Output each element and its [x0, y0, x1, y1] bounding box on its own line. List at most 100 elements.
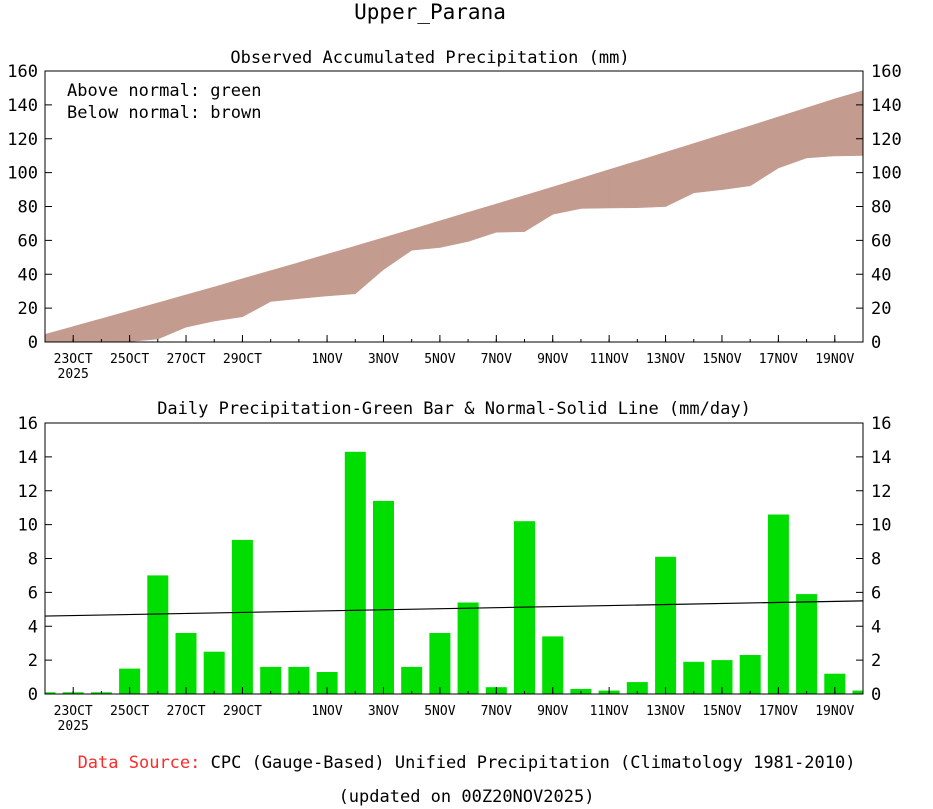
accum-ytick-label-right: 20	[871, 299, 891, 319]
daily-ytick-label-left: 0	[28, 685, 38, 705]
daily-ytick-label-left: 2	[28, 651, 38, 671]
daily-ytick-label-left: 16	[18, 414, 38, 434]
daily-xtick-label: 9NOV	[537, 704, 568, 719]
daily-bar	[373, 500, 394, 694]
daily-ytick-label-right: 16	[871, 414, 891, 434]
daily-bar	[119, 668, 141, 694]
daily-bar	[655, 556, 677, 694]
below-normal-segment	[383, 228, 413, 271]
daily-bar	[683, 661, 705, 694]
daily-xtick-label: 7NOV	[481, 704, 512, 719]
daily-xtick-label: 27OCT	[166, 704, 205, 719]
accum-chart: Observed Accumulated Precipitation (mm) …	[7, 48, 901, 382]
daily-xtick-label: 15NOV	[702, 704, 741, 719]
daily-ytick-label-right: 14	[871, 448, 891, 468]
daily-xtick-label: 19NOV	[815, 704, 854, 719]
below-normal-segment	[326, 245, 356, 297]
below-normal-segment	[665, 143, 695, 207]
daily-bar	[231, 539, 253, 694]
data-source-label: Data Source:	[77, 753, 201, 773]
data-source-text: CPC (Gauge-Based) Unified Precipitation …	[210, 753, 856, 773]
below-normal-segment	[778, 107, 807, 169]
below-normal-segment	[101, 310, 130, 343]
page-title: Upper_Parana	[354, 0, 506, 24]
below-normal-segment	[524, 186, 554, 233]
daily-year-label: 2025	[58, 719, 89, 734]
below-normal-segment	[552, 177, 582, 215]
accum-ytick-label-left: 40	[18, 265, 38, 285]
daily-bar	[344, 451, 366, 694]
below-normal-segment	[495, 195, 525, 233]
accum-title: Observed Accumulated Precipitation (mm)	[230, 48, 629, 68]
below-normal-segment	[608, 160, 638, 209]
accum-ytick-label-left: 20	[18, 299, 38, 319]
daily-bar	[316, 672, 338, 694]
below-normal-segment	[721, 125, 751, 190]
daily-ytick-label-left: 10	[18, 516, 38, 536]
accum-xtick-label: 19NOV	[815, 352, 854, 367]
daily-bar	[203, 651, 225, 694]
below-normal-segment	[467, 203, 497, 242]
below-normal-segment	[270, 262, 300, 302]
below-normal-segment	[242, 270, 272, 318]
daily-ytick-label-right: 0	[871, 685, 881, 705]
daily-xtick-label: 13NOV	[646, 704, 685, 719]
daily-xtick-label: 23OCT	[54, 704, 93, 719]
accum-xtick-label: 15NOV	[702, 352, 741, 367]
daily-bar	[852, 690, 863, 694]
accum-xtick-label: 1NOV	[311, 352, 342, 367]
accum-ytick-label-left: 60	[18, 231, 38, 251]
daily-ytick-label-right: 2	[871, 651, 881, 671]
daily-bar	[147, 575, 169, 694]
accum-xtick-label: 9NOV	[537, 352, 568, 367]
below-normal-segment	[157, 294, 187, 340]
below-normal-segment	[439, 211, 469, 248]
accum-ytick-label-left: 120	[7, 130, 38, 150]
daily-bar	[429, 633, 451, 694]
accum-xtick-label: 11NOV	[590, 352, 629, 367]
data-source-line: Data Source: CPC (Gauge-Based) Unified P…	[0, 753, 933, 773]
accum-xtick-label: 3NOV	[368, 352, 399, 367]
accum-xtick-label: 29OCT	[223, 352, 262, 367]
daily-bar	[260, 666, 282, 694]
daily-bar	[767, 514, 789, 694]
accum-xtick-label: 25OCT	[110, 352, 149, 367]
accum-ytick-label-left: 100	[7, 164, 38, 184]
daily-bar	[796, 594, 818, 694]
accum-ytick-label-left: 0	[28, 333, 38, 353]
daily-bar	[45, 692, 56, 694]
below-normal-segment	[354, 237, 384, 295]
daily-xtick-label: 3NOV	[368, 704, 399, 719]
below-normal-segment	[749, 116, 779, 187]
daily-bar	[824, 673, 846, 694]
below-normal-segment	[213, 278, 243, 322]
accum-ytick-label-right: 60	[871, 231, 891, 251]
updated-line: (updated on 00Z20NOV2025)	[338, 787, 595, 807]
below-normal-segment	[129, 302, 159, 342]
daily-bar	[175, 633, 197, 694]
daily-ytick-label-left: 12	[18, 482, 38, 502]
accum-xtick-label: 13NOV	[646, 352, 685, 367]
daily-xtick-label: 29OCT	[223, 704, 262, 719]
accum-xtick-label: 17NOV	[759, 352, 798, 367]
below-normal-segment	[580, 169, 610, 209]
daily-xtick-label: 25OCT	[110, 704, 149, 719]
accum-xtick-label: 27OCT	[166, 352, 205, 367]
accum-plot-area	[44, 90, 864, 343]
daily-xtick-label: 5NOV	[424, 704, 455, 719]
daily-axes: 0 0 2 2 4 4 6 6 8 8 10 10 12 12 14 14 16 16 23OCT 25OCT 27OC…	[18, 414, 892, 734]
daily-ytick-label-right: 12	[871, 482, 891, 502]
below-normal-segment	[185, 286, 215, 328]
daily-bar	[542, 636, 564, 694]
below-normal-segment	[693, 134, 723, 194]
below-normal-segment	[411, 220, 441, 251]
daily-bar	[457, 602, 479, 694]
daily-xtick-label: 1NOV	[311, 704, 342, 719]
accum-ytick-label-right: 140	[871, 96, 902, 116]
accum-ytick-label-right: 100	[871, 164, 902, 184]
daily-bar	[711, 660, 733, 694]
accum-xtick-label: 5NOV	[424, 352, 455, 367]
below-normal-segment	[636, 151, 666, 209]
below-normal-segment	[806, 98, 836, 159]
